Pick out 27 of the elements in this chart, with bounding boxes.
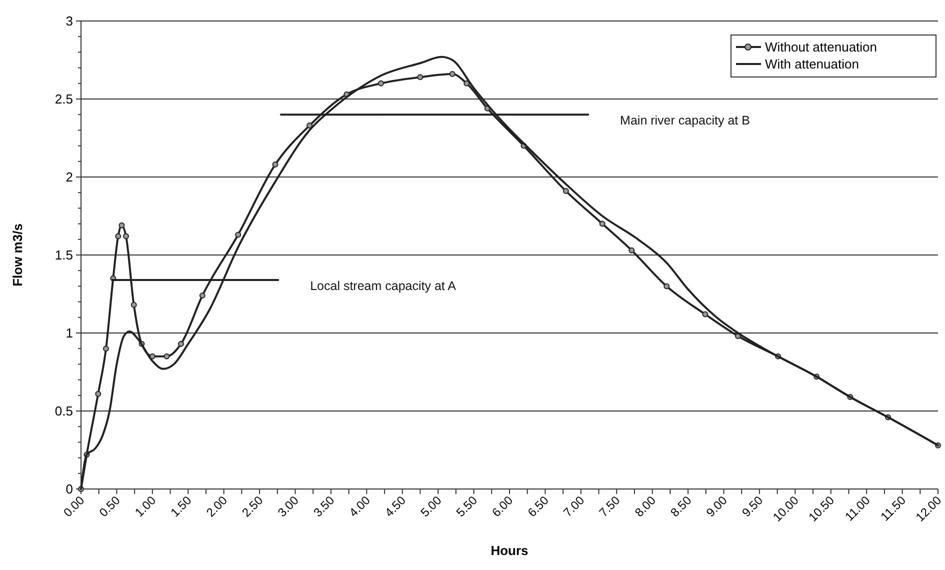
x-tick-label: 6.50 bbox=[524, 492, 552, 520]
text: Main river capacity at B bbox=[620, 114, 750, 128]
y-tick-label: 3 bbox=[66, 14, 73, 29]
x-tick-label: 4.00 bbox=[346, 492, 374, 520]
x-tick-label: 3.00 bbox=[274, 492, 302, 520]
legend-label: Without attenuation bbox=[765, 40, 878, 55]
x-tick-label: 9.50 bbox=[739, 492, 766, 520]
x-tick-label: 4.50 bbox=[382, 492, 409, 520]
y-tick-label: 0.5 bbox=[54, 404, 73, 419]
x-tick-label: 3.50 bbox=[310, 492, 338, 520]
text: Local stream capacity at A bbox=[310, 278, 457, 293]
y-tick-label: 1.5 bbox=[54, 248, 73, 263]
x-axis-title: Hours bbox=[490, 543, 528, 558]
x-tick-label: 5.00 bbox=[418, 492, 444, 520]
x-tick-label: 9.00 bbox=[703, 492, 730, 520]
x-tick-label: 0.50 bbox=[96, 492, 124, 520]
x-tick-label: 7.50 bbox=[596, 492, 623, 520]
x-tick-label: 6.00 bbox=[489, 492, 516, 520]
x-tick-label: 8.50 bbox=[668, 492, 694, 520]
y-tick-label: 2.5 bbox=[54, 92, 73, 107]
x-tick-label: 8.00 bbox=[632, 492, 659, 520]
x-tick-label: 7.00 bbox=[560, 492, 588, 520]
y-axis-title: Flow m3/s bbox=[10, 224, 25, 286]
y-tick-label: 2 bbox=[66, 170, 73, 185]
x-tick-label: 5.50 bbox=[453, 492, 480, 520]
y-tick-label: 1 bbox=[66, 326, 73, 341]
legend-label: With attenuation bbox=[765, 56, 859, 72]
